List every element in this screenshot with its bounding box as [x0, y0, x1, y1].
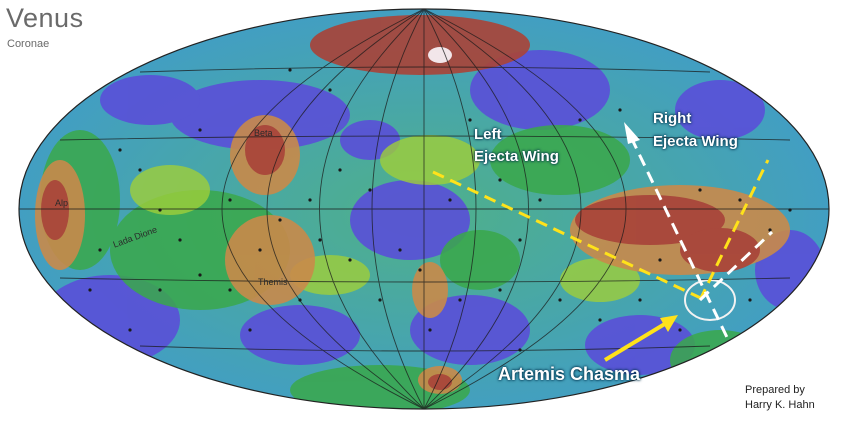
highland-regions [41, 15, 760, 390]
feature-alpha: Alp [55, 198, 69, 208]
feature-themis: Themis [258, 277, 288, 287]
map-subtitle: Coronae [7, 38, 50, 50]
coronae-dots [88, 68, 792, 372]
right-wing-label-2: Ejecta Wing [653, 133, 738, 150]
right-wing-label-1: Right [653, 110, 692, 127]
credit: Prepared by Harry K. Hahn [745, 383, 815, 413]
credit-line-1: Prepared by [745, 384, 805, 396]
white-arrow-head [624, 122, 640, 144]
yellow-arrow [603, 315, 678, 362]
left-wing-label-2: Ejecta Wing [474, 148, 559, 165]
map-title: Venus [6, 3, 84, 33]
globe-outline [18, 8, 830, 410]
left-wing-label-1: Left [474, 126, 502, 143]
feature-beta: Beta [254, 128, 273, 138]
maxwell-peak [428, 47, 452, 63]
artemis-chasma-label: Artemis Chasma [498, 364, 641, 384]
graticule [19, 9, 829, 409]
yellow-ejecta-lines [432, 159, 770, 302]
credit-line-2: Harry K. Hahn [745, 399, 815, 411]
white-ejecta-lines [628, 134, 774, 355]
